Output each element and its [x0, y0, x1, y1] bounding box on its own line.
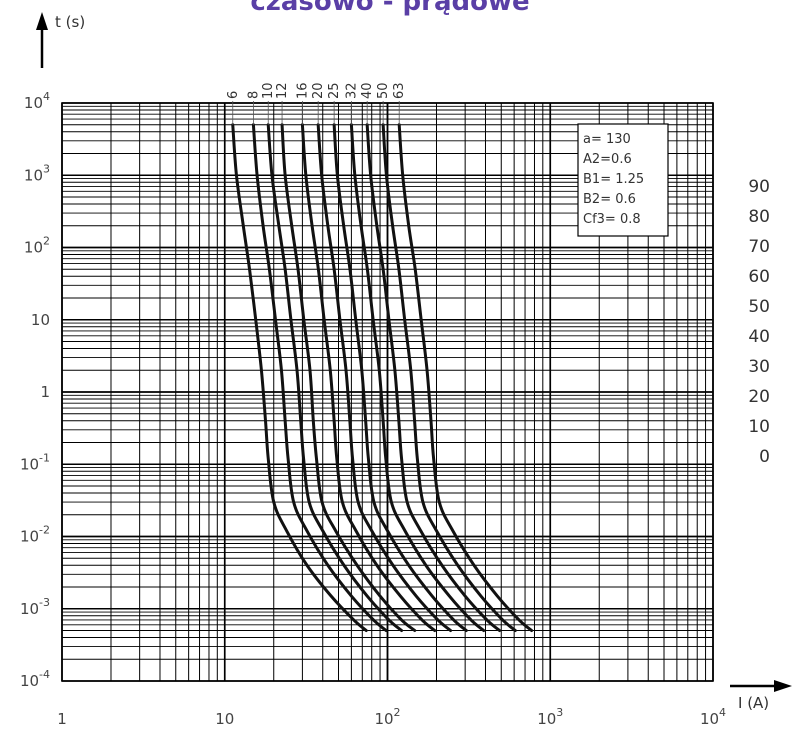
curve-6: [231, 123, 368, 632]
axes: t (s) I (A): [36, 12, 792, 712]
side-value: 70: [748, 237, 770, 257]
parameter-line: B2= 0.6: [583, 192, 636, 207]
side-value: 90: [748, 177, 770, 197]
y-tick-label: 1: [40, 383, 50, 401]
curve-label-40: 40: [360, 82, 375, 99]
curve-label-25: 25: [327, 82, 342, 99]
y-tick-label: 104: [24, 90, 50, 112]
curve-label-63: 63: [392, 82, 407, 99]
side-value: 80: [748, 207, 770, 227]
x-tick-label: 103: [537, 706, 563, 728]
side-value: 60: [748, 267, 770, 287]
parameter-box: a= 130 A2=0.6 B1= 1.25 B2= 0.6 Cf3= 0.8: [577, 123, 669, 237]
y-tick-label: 10-2: [20, 524, 50, 546]
y-tick-label: 10-3: [20, 596, 50, 618]
y-tick-label: 102: [24, 235, 50, 257]
side-value: 20: [748, 387, 770, 407]
side-values: 90 80 70 60 50 40 30 20 10 0: [748, 177, 770, 467]
curve-label-6: 6: [226, 91, 241, 99]
plot-frame: [61, 102, 714, 682]
parameter-line: B1= 1.25: [583, 172, 644, 187]
side-value: 30: [748, 357, 770, 377]
curve-63: [397, 123, 534, 632]
curve-20: [316, 123, 453, 632]
curve-label-16: 16: [295, 82, 310, 99]
curve-40: [365, 123, 502, 632]
curve-label-20: 20: [311, 82, 326, 99]
parameter-line: a= 130: [583, 132, 631, 147]
parameter-box-frame: [577, 123, 669, 237]
x-tick-label: 102: [374, 706, 400, 728]
y-tick-label: 10: [31, 311, 50, 329]
x-tick-label: 10: [215, 710, 234, 728]
curve-label-12: 12: [275, 82, 290, 99]
y-tick-label: 10-4: [20, 668, 50, 690]
chart-title: czasowo - prądowe: [250, 0, 529, 17]
y-tick-label: 10-1: [20, 451, 50, 473]
x-axis-arrowhead: [774, 680, 792, 692]
side-value: 50: [748, 297, 770, 317]
parameter-line: Cf3= 0.8: [583, 212, 641, 227]
y-tick-label: 103: [24, 162, 50, 184]
curve-12: [280, 123, 417, 632]
curve-label-10: 10: [261, 82, 276, 99]
curve-label-32: 32: [344, 82, 359, 99]
curve-32: [349, 123, 486, 632]
curve-8: [251, 123, 388, 632]
x-axis-label: I (A): [738, 694, 769, 712]
side-value: 0: [759, 447, 770, 467]
y-axis-arrowhead: [36, 12, 48, 30]
curve-10: [266, 123, 404, 632]
x-tick-label: 104: [700, 706, 726, 728]
curve-50: [381, 123, 517, 632]
y-axis-label: t (s): [55, 13, 85, 31]
curve-label-8: 8: [246, 91, 261, 99]
parameter-line: A2=0.6: [583, 152, 632, 167]
side-value: 10: [748, 417, 770, 437]
curve-25: [332, 123, 468, 632]
plot-grid: [61, 102, 714, 682]
x-tick-label: 1: [57, 710, 67, 728]
side-value: 40: [748, 327, 770, 347]
curve-label-50: 50: [376, 82, 391, 99]
curves: [231, 123, 534, 632]
curve-16: [300, 123, 437, 632]
